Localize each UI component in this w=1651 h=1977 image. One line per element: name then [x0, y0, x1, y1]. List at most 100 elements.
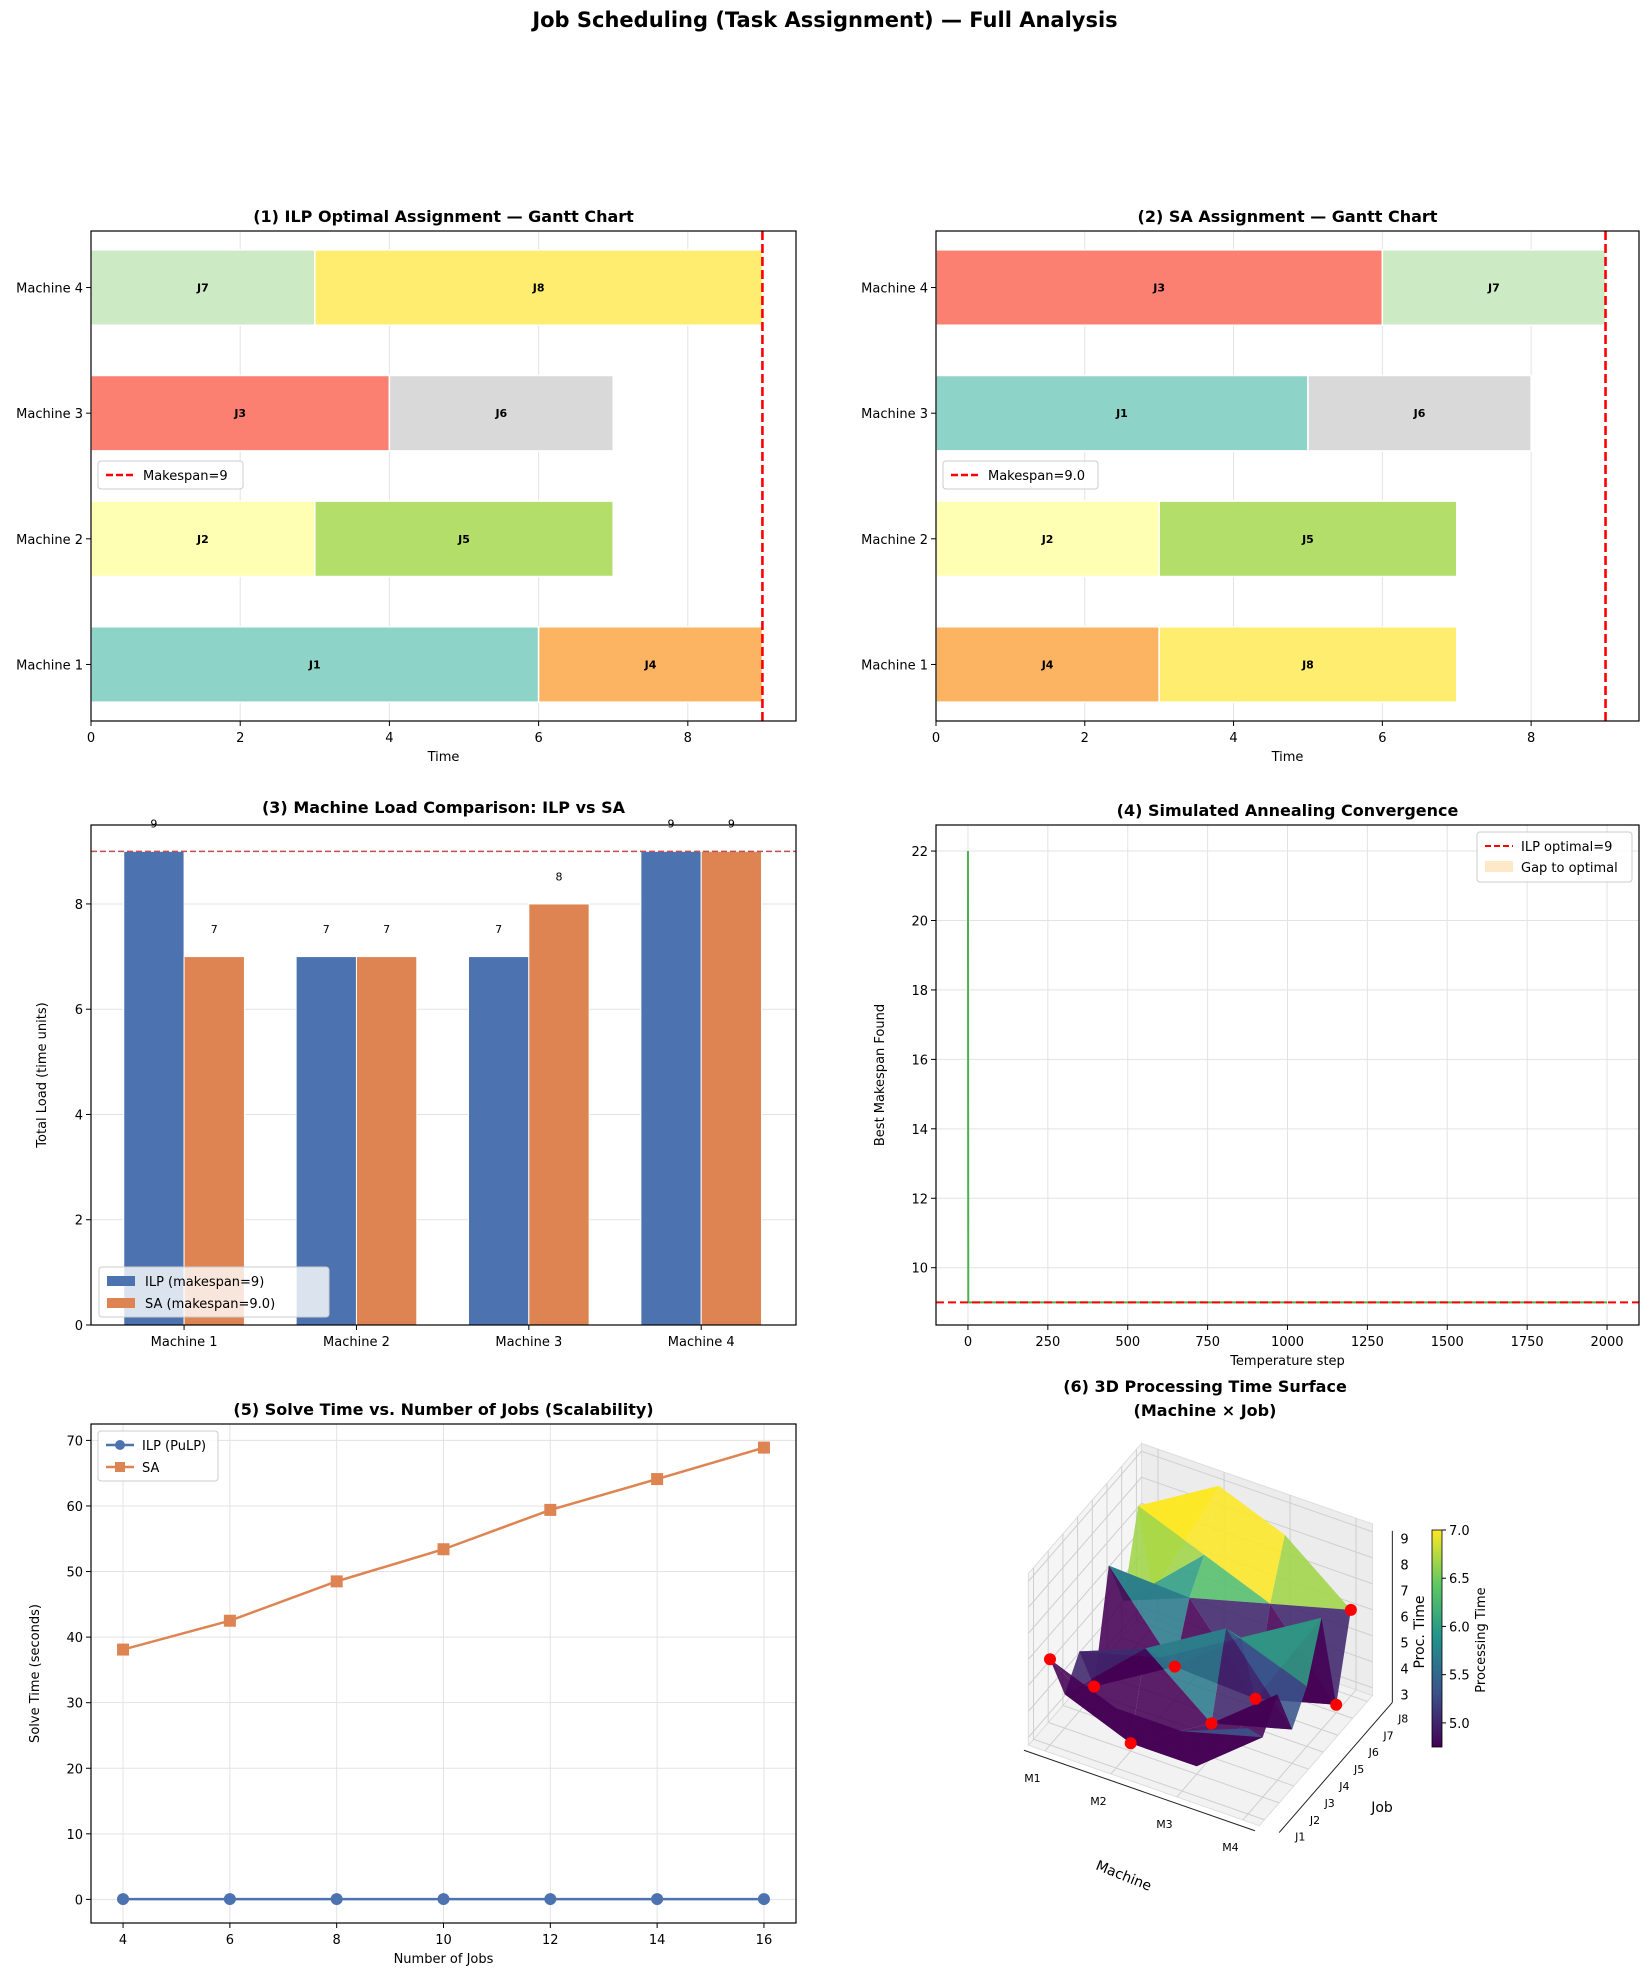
x-tick-label: 4	[119, 1933, 127, 1948]
job-label: J7	[196, 282, 209, 295]
y-axis-label: Job	[1370, 1800, 1393, 1816]
legend-swatch	[107, 1298, 135, 1308]
legend-label: Makespan=9	[143, 469, 228, 484]
bar-ilp-3	[467, 956, 530, 1326]
bar-value-label: 9	[668, 818, 675, 831]
machine-tick-label: M3	[1156, 1818, 1173, 1831]
x-tick-label: Machine 3	[495, 1335, 562, 1350]
x-tick-label: 8	[1527, 731, 1535, 746]
x-tick-label: 0	[932, 731, 940, 746]
colorbar-tick-label: 5.0	[1449, 1717, 1470, 1732]
z-tick-label: 5	[1400, 1637, 1408, 1652]
ilp-point	[223, 1893, 236, 1906]
panel-machine-load: 0 2 4 6 8 9 7 7 9 7 7 8 9 Machine 1 Machine 2 Machine 3…	[35, 798, 797, 1350]
z-tick-label: 7	[1400, 1585, 1408, 1600]
surface-facet	[1145, 1628, 1227, 1724]
legend-label: Makespan=9.0	[988, 469, 1085, 484]
bar-value-label: 7	[495, 923, 502, 936]
panel-title: (3) Machine Load Comparison: ILP vs SA	[262, 798, 626, 817]
legend-marker	[115, 1440, 125, 1450]
gantt-bar-J8	[1158, 626, 1458, 703]
machine-tick-label: M1	[1024, 1772, 1041, 1785]
x-tick-label: 6	[1378, 731, 1386, 746]
job-label: J6	[494, 407, 507, 420]
legend-label: ILP optimal=9	[1521, 840, 1612, 855]
x-tick-label: Machine 1	[151, 1335, 218, 1350]
job-label: J3	[1152, 282, 1165, 295]
x-axis-label: Number of Jobs	[394, 1952, 494, 1967]
x-axis-label: Machine	[1093, 1858, 1153, 1895]
sa-point	[117, 1643, 130, 1656]
y-tick-label: 4	[75, 1108, 83, 1123]
bar-value-label: 7	[383, 923, 390, 936]
job-label: J1	[308, 658, 321, 671]
legend-box	[97, 460, 244, 490]
gantt-bar-J6	[388, 374, 614, 452]
grid-line-3d	[1033, 1738, 1265, 1821]
legend-box	[97, 1430, 219, 1482]
y-tick-label: 16	[911, 1053, 928, 1068]
gantt-bar-J3	[935, 249, 1384, 326]
axes-frame	[935, 824, 1640, 1326]
ilp-assignment-point	[1205, 1717, 1218, 1730]
bar-value-label: 9	[150, 818, 157, 831]
gantt-bar-J7	[90, 249, 316, 326]
colorbar	[1431, 1529, 1443, 1748]
y-tick-label: 70	[66, 1434, 83, 1449]
y-tick-label: 2	[75, 1214, 83, 1229]
panel-sa-convergence: 0 250 500 750 1000 1250 1500 1750 2000 10 12 14 16 18…	[873, 801, 1640, 1369]
y-tick-label: 14	[911, 1123, 928, 1138]
legend-gap-swatch	[1485, 861, 1513, 872]
ilp-assignment-point	[1168, 1660, 1181, 1673]
axis-line-3d	[1278, 1702, 1393, 1833]
ilp-point	[117, 1893, 130, 1906]
surface-facet	[1130, 1648, 1212, 1744]
x-tick-label: 250	[1035, 1335, 1060, 1350]
job-tick-label: J7	[1382, 1729, 1393, 1742]
x-tick-label: 4	[1229, 731, 1237, 746]
machine-label: Machine 3	[16, 407, 83, 422]
x-tick-label: 2	[236, 731, 244, 746]
z-tick-label: 9	[1400, 1533, 1408, 1548]
bar-sa-1	[183, 956, 245, 1326]
y-tick-label: 0	[75, 1319, 83, 1334]
job-tick-label: J6	[1368, 1746, 1379, 1759]
x-tick-label: 1250	[1351, 1335, 1384, 1350]
panel-title: (2) SA Assignment — Gantt Chart	[1138, 207, 1438, 226]
x-tick-label: 1750	[1511, 1335, 1544, 1350]
job-label: J4	[644, 658, 657, 671]
x-tick-label: 750	[1195, 1335, 1220, 1350]
x-tick-label: 6	[226, 1933, 234, 1948]
job-label: J4	[1041, 658, 1054, 671]
x-tick-label: 10	[435, 1933, 452, 1948]
legend-label: SA (makespan=9.0)	[145, 1297, 275, 1312]
grid-line-3d	[1048, 1721, 1280, 1804]
job-tick-label: J8	[1397, 1712, 1408, 1725]
x-axis-label: Time	[1271, 750, 1304, 765]
surface-facet	[1116, 1708, 1197, 1767]
axes-frame	[935, 230, 1640, 722]
x-tick-label: 8	[333, 1933, 341, 1948]
x-tick-label: 14	[649, 1933, 666, 1948]
y-tick-label: 6	[75, 1003, 83, 1018]
surface-facet	[1182, 1731, 1263, 1767]
bar-sa-4	[700, 850, 763, 1326]
grid-line-3d	[1027, 1476, 1142, 1608]
x-tick-label: 0	[964, 1335, 972, 1350]
panel-subtitle: (Machine × Job)	[1134, 1401, 1277, 1420]
job-label: J8	[532, 282, 545, 295]
gantt-bar-J6	[1307, 374, 1532, 452]
surface-facet	[1182, 1728, 1263, 1738]
grid-line-3d	[1027, 1450, 1142, 1582]
y-tick-label: 10	[66, 1828, 83, 1843]
sa-point	[223, 1614, 236, 1627]
y-tick-label: 30	[66, 1697, 83, 1712]
machine-label: Machine 1	[861, 658, 928, 673]
job-label: J2	[196, 533, 209, 546]
ilp-point	[757, 1893, 770, 1906]
machine-tick-label: M4	[1222, 1841, 1239, 1854]
z-tick-label: 3	[1400, 1689, 1408, 1704]
gantt-bar-J5	[314, 500, 614, 578]
surface-facet	[1226, 1628, 1307, 1687]
